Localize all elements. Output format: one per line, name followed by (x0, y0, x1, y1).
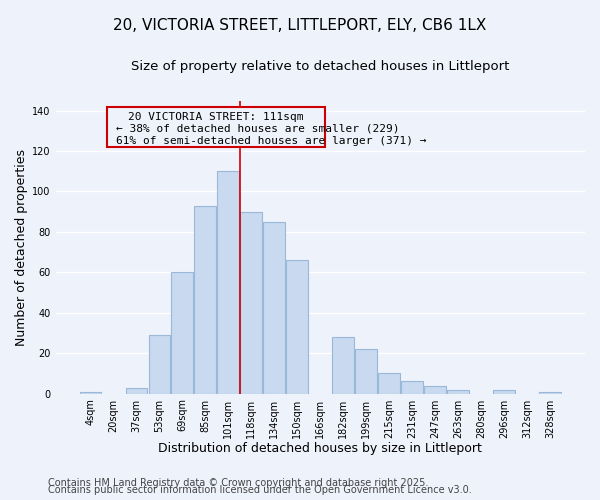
Text: 20, VICTORIA STREET, LITTLEPORT, ELY, CB6 1LX: 20, VICTORIA STREET, LITTLEPORT, ELY, CB… (113, 18, 487, 32)
Bar (263, 222, 285, 394)
Bar (172, 272, 193, 394)
Bar (241, 212, 262, 394)
Bar (286, 260, 308, 394)
Text: 20 VICTORIA STREET: 111sqm: 20 VICTORIA STREET: 111sqm (128, 112, 304, 122)
Bar (539, 392, 561, 394)
Bar (401, 382, 423, 394)
Bar (125, 388, 148, 394)
Bar (378, 374, 400, 394)
Text: Contains HM Land Registry data © Crown copyright and database right 2025.: Contains HM Land Registry data © Crown c… (48, 478, 428, 488)
Bar (424, 386, 446, 394)
Text: 61% of semi-detached houses are larger (371) →: 61% of semi-detached houses are larger (… (116, 136, 426, 146)
FancyBboxPatch shape (107, 106, 325, 147)
Bar (493, 390, 515, 394)
Y-axis label: Number of detached properties: Number of detached properties (15, 148, 28, 346)
Bar (217, 172, 239, 394)
Bar (355, 349, 377, 394)
Bar (80, 392, 101, 394)
Bar (194, 206, 216, 394)
Text: Contains public sector information licensed under the Open Government Licence v3: Contains public sector information licen… (48, 485, 472, 495)
Bar (149, 335, 170, 394)
Title: Size of property relative to detached houses in Littleport: Size of property relative to detached ho… (131, 60, 509, 73)
X-axis label: Distribution of detached houses by size in Littleport: Distribution of detached houses by size … (158, 442, 482, 455)
Text: ← 38% of detached houses are smaller (229): ← 38% of detached houses are smaller (22… (116, 124, 399, 134)
Bar (447, 390, 469, 394)
Bar (332, 337, 354, 394)
